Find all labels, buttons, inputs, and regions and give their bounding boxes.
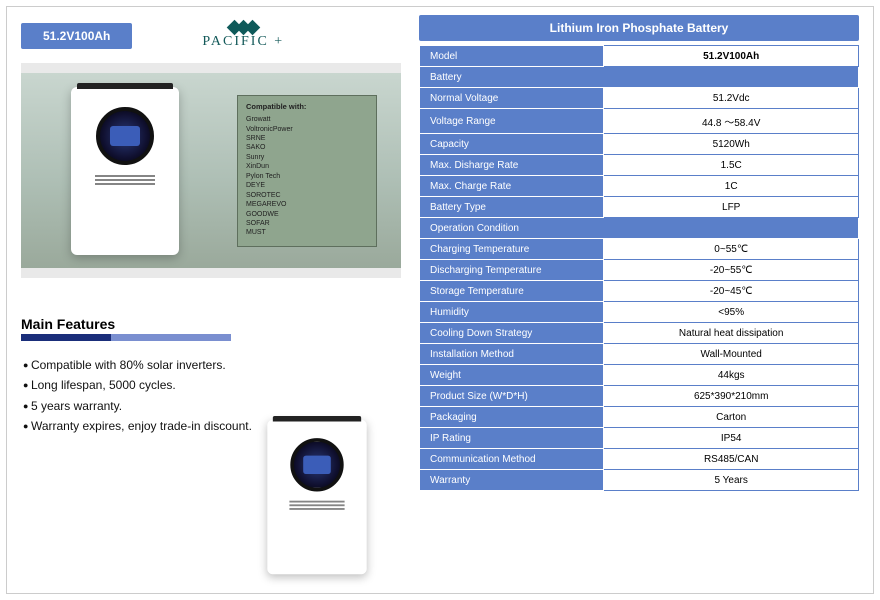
spec-label: Max. Disharge Rate — [420, 155, 604, 176]
section-header: Battery — [420, 67, 859, 88]
spec-value: RS485/CAN — [604, 449, 859, 470]
compat-item: SOROTEC — [246, 191, 368, 200]
spec-label: Weight — [420, 365, 604, 386]
compat-item: DEYE — [246, 181, 368, 190]
compat-item: SAKO — [246, 143, 368, 152]
spec-label: Humidity — [420, 302, 604, 323]
brand-diamond-icon — [230, 22, 257, 33]
spec-value: Carton — [604, 407, 859, 428]
battery-device-large — [71, 87, 179, 255]
compat-item: Growatt — [246, 115, 368, 124]
spec-label: Model — [420, 46, 604, 67]
brand-name: PACIFIC + — [202, 34, 284, 50]
title-underline-icon — [21, 334, 401, 341]
table-row: Operation Condition — [420, 218, 859, 239]
spec-label: Communication Method — [420, 449, 604, 470]
spec-value: 51.2V100Ah — [604, 46, 859, 67]
table-row: Model51.2V100Ah — [420, 46, 859, 67]
spec-label: Packaging — [420, 407, 604, 428]
table-row: Voltage Range44.8 ～58.4V — [420, 109, 859, 134]
spec-label: Battery Type — [420, 197, 604, 218]
spec-label: Product Size (W*D*H) — [420, 386, 604, 407]
model-badge: 51.2V100Ah — [21, 23, 132, 49]
compat-title: Compatible with: — [246, 102, 368, 112]
spec-value: LFP — [604, 197, 859, 218]
compat-list: GrowattVoltronicPowerSRNESAKOSunryXinDun… — [246, 115, 368, 238]
table-row: Battery TypeLFP — [420, 197, 859, 218]
spec-label: Storage Temperature — [420, 281, 604, 302]
spec-label: Warranty — [420, 470, 604, 491]
section-header: Operation Condition — [420, 218, 859, 239]
table-row: Product Size (W*D*H)625*390*210mm — [420, 386, 859, 407]
spec-value: -20~55℃ — [604, 260, 859, 281]
spec-value: Wall-Mounted — [604, 344, 859, 365]
compat-item: Pylon Tech — [246, 172, 368, 181]
table-row: Capacity5120Wh — [420, 134, 859, 155]
product-scene: Compatible with: GrowattVoltronicPowerSR… — [21, 73, 401, 268]
spec-value: 625*390*210mm — [604, 386, 859, 407]
spec-value: 44kgs — [604, 365, 859, 386]
compat-item: MUST — [246, 228, 368, 237]
spec-value: Natural heat dissipation — [604, 323, 859, 344]
table-row: Charging Temperature0~55℃ — [420, 239, 859, 260]
compatibility-card: Compatible with: GrowattVoltronicPowerSR… — [237, 95, 377, 247]
spec-value: 5120Wh — [604, 134, 859, 155]
table-row: Weight44kgs — [420, 365, 859, 386]
spec-label: Max. Charge Rate — [420, 176, 604, 197]
spec-value: 44.8 ～58.4V — [604, 109, 859, 134]
spec-value: 1.5C — [604, 155, 859, 176]
spec-value: IP54 — [604, 428, 859, 449]
datasheet: 51.2V100Ah PACIFIC + Compatible with: Gr… — [6, 6, 874, 594]
table-row: Warranty5 Years — [420, 470, 859, 491]
product-thumb — [247, 413, 387, 581]
spec-label: Voltage Range — [420, 109, 604, 134]
spec-value: <95% — [604, 302, 859, 323]
table-row: IP RatingIP54 — [420, 428, 859, 449]
spec-label: Charging Temperature — [420, 239, 604, 260]
feature-item: Compatible with 80% solar inverters. — [23, 355, 401, 375]
spec-label: Capacity — [420, 134, 604, 155]
spec-value: -20~45℃ — [604, 281, 859, 302]
table-row: Cooling Down StrategyNatural heat dissip… — [420, 323, 859, 344]
compat-item: XinDun — [246, 162, 368, 171]
table-row: Battery — [420, 67, 859, 88]
device-dial-icon — [290, 438, 343, 491]
spec-label: IP Rating — [420, 428, 604, 449]
brand-logo: PACIFIC + — [202, 22, 284, 50]
table-row: Normal Voltage51.2Vdc — [420, 88, 859, 109]
spec-label: Discharging Temperature — [420, 260, 604, 281]
table-row: Discharging Temperature-20~55℃ — [420, 260, 859, 281]
compat-item: VoltronicPower — [246, 125, 368, 134]
table-row: PackagingCarton — [420, 407, 859, 428]
right-column: Lithium Iron Phosphate Battery Model51.2… — [419, 15, 859, 581]
feature-item: Long lifespan, 5000 cycles. — [23, 375, 401, 395]
table-row: Communication MethodRS485/CAN — [420, 449, 859, 470]
spec-value: 51.2Vdc — [604, 88, 859, 109]
table-row: Humidity<95% — [420, 302, 859, 323]
main-features-title: Main Features — [21, 316, 401, 332]
table-row: Max. Disharge Rate1.5C — [420, 155, 859, 176]
spec-label: Normal Voltage — [420, 88, 604, 109]
table-row: Installation MethodWall-Mounted — [420, 344, 859, 365]
spec-value: 0~55℃ — [604, 239, 859, 260]
battery-device-small — [267, 420, 366, 575]
spec-table: Model51.2V100AhBatteryNormal Voltage51.2… — [419, 45, 859, 491]
compat-item: SRNE — [246, 134, 368, 143]
compat-item: SOFAR — [246, 219, 368, 228]
product-hero-panel: Compatible with: GrowattVoltronicPowerSR… — [21, 63, 401, 278]
spec-label: Cooling Down Strategy — [420, 323, 604, 344]
device-dial-icon — [96, 107, 154, 165]
compat-item: Sunry — [246, 153, 368, 162]
compat-item: MEGAREVO — [246, 200, 368, 209]
spec-value: 1C — [604, 176, 859, 197]
spec-label: Installation Method — [420, 344, 604, 365]
header-row: 51.2V100Ah PACIFIC + — [21, 15, 401, 57]
spec-value: 5 Years — [604, 470, 859, 491]
table-row: Max. Charge Rate1C — [420, 176, 859, 197]
table-row: Storage Temperature-20~45℃ — [420, 281, 859, 302]
compat-item: GOODWE — [246, 210, 368, 219]
category-badge: Lithium Iron Phosphate Battery — [419, 15, 859, 41]
left-column: 51.2V100Ah PACIFIC + Compatible with: Gr… — [21, 15, 401, 581]
